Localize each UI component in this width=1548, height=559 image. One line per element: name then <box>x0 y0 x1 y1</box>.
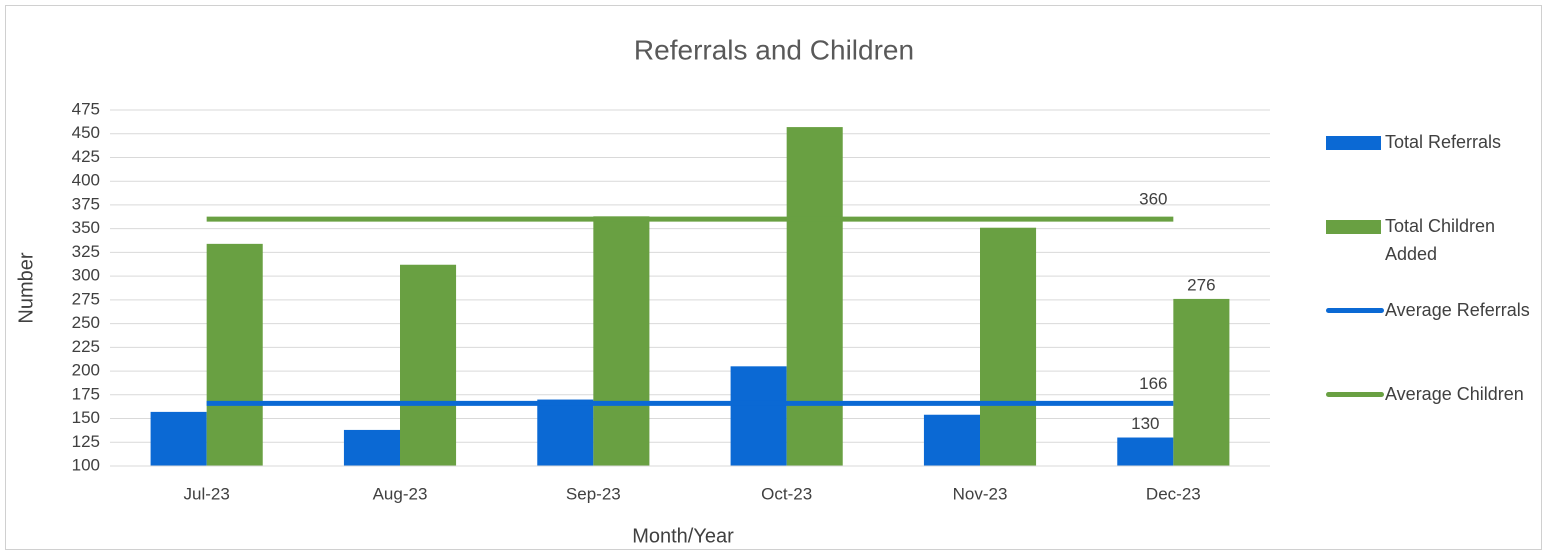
legend-label: Average Referrals <box>1385 300 1530 320</box>
legend-item: Total Referrals <box>1322 128 1542 212</box>
legend: Total Referrals Total Children Added Avera… <box>1322 128 1542 464</box>
legend-swatch <box>1326 308 1384 313</box>
y-tick-label: 225 <box>72 337 100 356</box>
bar <box>537 399 594 466</box>
y-tick-label: 450 <box>72 123 100 142</box>
y-tick-label: 150 <box>72 408 100 427</box>
bar <box>206 243 263 466</box>
bar <box>150 411 207 466</box>
y-tick-label: 475 <box>72 99 100 118</box>
legend-label: Total Children Added <box>1385 216 1496 264</box>
legend-item: Average Referrals <box>1322 296 1542 380</box>
y-tick-label: 425 <box>72 147 100 166</box>
x-axis-label: Month/Year <box>632 525 734 547</box>
y-axis-label: Number <box>15 252 37 323</box>
bar <box>1173 298 1230 466</box>
legend-swatch <box>1326 392 1384 397</box>
bar <box>923 414 980 466</box>
y-tick-label: 100 <box>72 455 100 474</box>
x-tick-label: Nov-23 <box>953 484 1008 503</box>
y-tick-label: 250 <box>72 313 100 332</box>
legend-swatch <box>1326 136 1381 150</box>
data-label: 166 <box>1139 374 1167 393</box>
legend-item: Average Children <box>1322 380 1542 464</box>
data-label: 276 <box>1187 275 1215 294</box>
bar <box>593 216 650 466</box>
y-tick-label: 350 <box>72 218 100 237</box>
bar <box>343 429 400 466</box>
bar <box>786 127 843 466</box>
data-label: 130 <box>1131 414 1159 433</box>
legend-swatch <box>1326 220 1381 234</box>
y-tick-label: 375 <box>72 194 100 213</box>
y-tick-label: 175 <box>72 384 100 403</box>
y-tick-label: 200 <box>72 361 100 380</box>
y-tick-label: 275 <box>72 289 100 308</box>
x-tick-label: Sep-23 <box>566 484 621 503</box>
chart-title: Referrals and Children <box>634 34 914 65</box>
bar <box>1117 437 1174 466</box>
x-tick-label: Oct-23 <box>761 484 812 503</box>
data-label: 360 <box>1139 190 1167 209</box>
bar <box>400 264 457 466</box>
x-tick-label: Jul-23 <box>184 484 230 503</box>
y-tick-label: 125 <box>72 432 100 451</box>
bar <box>980 227 1037 466</box>
legend-label: Total Referrals <box>1385 132 1502 152</box>
x-tick-label: Aug-23 <box>373 484 428 503</box>
bar <box>730 366 787 466</box>
legend-item: Total Children Added <box>1322 212 1542 296</box>
legend-label: Average Children <box>1385 384 1524 404</box>
x-tick-label: Dec-23 <box>1146 484 1201 503</box>
y-tick-label: 325 <box>72 242 100 261</box>
y-tick-label: 400 <box>72 171 100 190</box>
y-tick-label: 300 <box>72 266 100 285</box>
